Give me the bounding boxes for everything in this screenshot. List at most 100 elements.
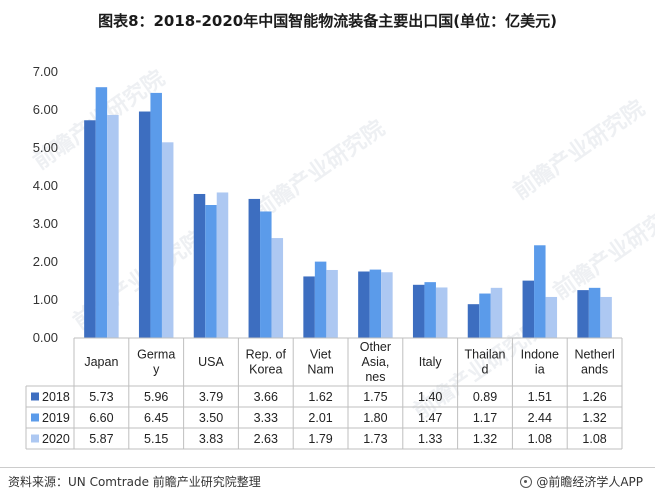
bar-2020-0 bbox=[107, 114, 119, 338]
bar-2020-7 bbox=[490, 287, 503, 338]
bar-2020-4 bbox=[326, 269, 338, 338]
y-tick-label: 0.00 bbox=[33, 330, 58, 345]
watermark-text: 前瞻产业研究院 bbox=[549, 195, 655, 305]
qianzhan-logo-icon bbox=[520, 475, 533, 488]
y-axis: 0.00 1.00 2.00 3.00 4.00 5.00 6.00 7.00 bbox=[33, 64, 58, 345]
bar-2020-2 bbox=[216, 192, 229, 338]
bar-2018-9 bbox=[577, 290, 589, 338]
source-note: 资料来源：UN Comtrade 前瞻产业研究院整理 bbox=[8, 475, 261, 489]
y-tick-label: 1.00 bbox=[33, 292, 58, 307]
bar-2018-0 bbox=[84, 120, 96, 338]
data-label: 5.15 bbox=[144, 432, 168, 446]
data-label: 2.63 bbox=[254, 432, 278, 446]
data-label: 3.83 bbox=[199, 432, 223, 446]
bar-2019-4 bbox=[314, 261, 327, 338]
data-label: 0.89 bbox=[473, 390, 497, 404]
data-label: 6.45 bbox=[144, 411, 168, 425]
bar-2019-6 bbox=[424, 282, 436, 338]
category-label-line: Viet bbox=[310, 348, 332, 362]
data-label: 1.32 bbox=[473, 432, 497, 446]
data-label: 1.40 bbox=[418, 390, 442, 404]
data-label: 5.96 bbox=[144, 390, 168, 404]
data-label: 1.47 bbox=[418, 411, 442, 425]
data-label: 1.33 bbox=[418, 432, 442, 446]
category-label-line: Korea bbox=[249, 363, 282, 377]
data-label: 1.17 bbox=[473, 411, 497, 425]
y-tick-label: 6.00 bbox=[33, 102, 58, 117]
category-label-line: Thailan bbox=[465, 348, 506, 362]
category-label-line: Italy bbox=[419, 355, 443, 369]
data-label: 1.08 bbox=[528, 432, 552, 446]
bar-2020-5 bbox=[381, 272, 393, 338]
watermarks: 前瞻产业研究院前瞻产业研究院前瞻产业研究院前瞻产业研究院前瞻产业研究院前瞻产业研… bbox=[29, 65, 655, 425]
bar-2018-1 bbox=[138, 111, 151, 339]
bar-2019-2 bbox=[205, 205, 217, 338]
footer-divider bbox=[0, 467, 655, 468]
bar-2018-5 bbox=[358, 271, 370, 338]
watermark-text: 前瞻产业研究院 bbox=[509, 95, 650, 205]
data-label: 2.01 bbox=[308, 411, 332, 425]
data-label: 1.79 bbox=[308, 432, 332, 446]
category-label: Other Asia, nes bbox=[360, 340, 391, 384]
data-label: 3.79 bbox=[199, 390, 223, 404]
category-label-line: nes bbox=[365, 370, 385, 384]
legend-label-2020: 2020 bbox=[42, 432, 70, 446]
category-label-line: y bbox=[153, 363, 160, 377]
data-label: 1.51 bbox=[528, 390, 552, 404]
bar-2018-3 bbox=[248, 198, 261, 338]
category-label: Japan bbox=[84, 355, 118, 369]
category-label-line: Indone bbox=[521, 348, 559, 362]
category-label-line: Germa bbox=[137, 348, 175, 362]
data-label: 3.50 bbox=[199, 411, 223, 425]
data-label: 1.32 bbox=[582, 411, 606, 425]
legend-swatch-2018 bbox=[31, 392, 39, 401]
bar-2019-9 bbox=[588, 287, 601, 338]
category-label-line: Rep. of bbox=[246, 348, 287, 362]
data-label: 3.33 bbox=[254, 411, 278, 425]
category-label: Italy bbox=[419, 355, 443, 369]
bar-2019-5 bbox=[369, 269, 382, 338]
category-label-line: ia bbox=[535, 363, 545, 377]
data-label: 1.08 bbox=[582, 432, 606, 446]
bars bbox=[84, 87, 612, 339]
category-label-line: Japan bbox=[84, 355, 118, 369]
data-label: 1.75 bbox=[363, 390, 387, 404]
category-label-line: Netherl bbox=[574, 348, 614, 362]
data-label: 1.80 bbox=[363, 411, 387, 425]
data-label: 2.44 bbox=[528, 411, 552, 425]
category-label: Germa y bbox=[137, 348, 175, 377]
category-label: Rep. of Korea bbox=[246, 348, 287, 377]
legend-swatch-2020 bbox=[31, 434, 39, 443]
category-label-line: ands bbox=[581, 363, 608, 377]
legend-label-2019: 2019 bbox=[42, 411, 70, 425]
watermark-text: 前瞻产业研究院 bbox=[249, 115, 390, 225]
category-label-line: USA bbox=[198, 355, 224, 369]
y-tick-label: 2.00 bbox=[33, 254, 58, 269]
legend-swatch-2019 bbox=[31, 413, 39, 422]
category-label: Indone ia bbox=[521, 348, 559, 377]
bar-2019-8 bbox=[534, 245, 546, 338]
category-label-line: Asia, bbox=[362, 355, 390, 369]
category-label-line: Other bbox=[360, 340, 391, 354]
y-tick-label: 5.00 bbox=[33, 140, 58, 155]
bar-2019-1 bbox=[150, 92, 162, 339]
data-label: 3.66 bbox=[254, 390, 278, 404]
category-label: Netherl ands bbox=[574, 348, 614, 377]
data-label: 1.73 bbox=[363, 432, 387, 446]
bar-2020-9 bbox=[600, 296, 612, 338]
bar-2018-7 bbox=[467, 304, 480, 338]
y-tick-label: 7.00 bbox=[33, 64, 58, 79]
data-table: Japan Germa y USA Rep. of Korea Viet Nam Other As… bbox=[25, 337, 623, 450]
chart-title: 图表8：2018-2020年中国智能物流装备主要出口国(单位：亿美元) bbox=[98, 12, 557, 30]
data-label: 6.60 bbox=[89, 411, 113, 425]
bar-chart: 前瞻产业研究院前瞻产业研究院前瞻产业研究院前瞻产业研究院前瞻产业研究院前瞻产业研… bbox=[25, 64, 655, 450]
data-label: 1.62 bbox=[308, 390, 332, 404]
legend-label-2018: 2018 bbox=[42, 390, 70, 404]
bar-2019-0 bbox=[95, 87, 108, 338]
bar-2019-3 bbox=[260, 211, 272, 338]
bar-2020-1 bbox=[161, 142, 174, 338]
y-tick-label: 4.00 bbox=[33, 178, 58, 193]
category-label-line: d bbox=[482, 363, 489, 377]
data-label: 1.26 bbox=[582, 390, 606, 404]
